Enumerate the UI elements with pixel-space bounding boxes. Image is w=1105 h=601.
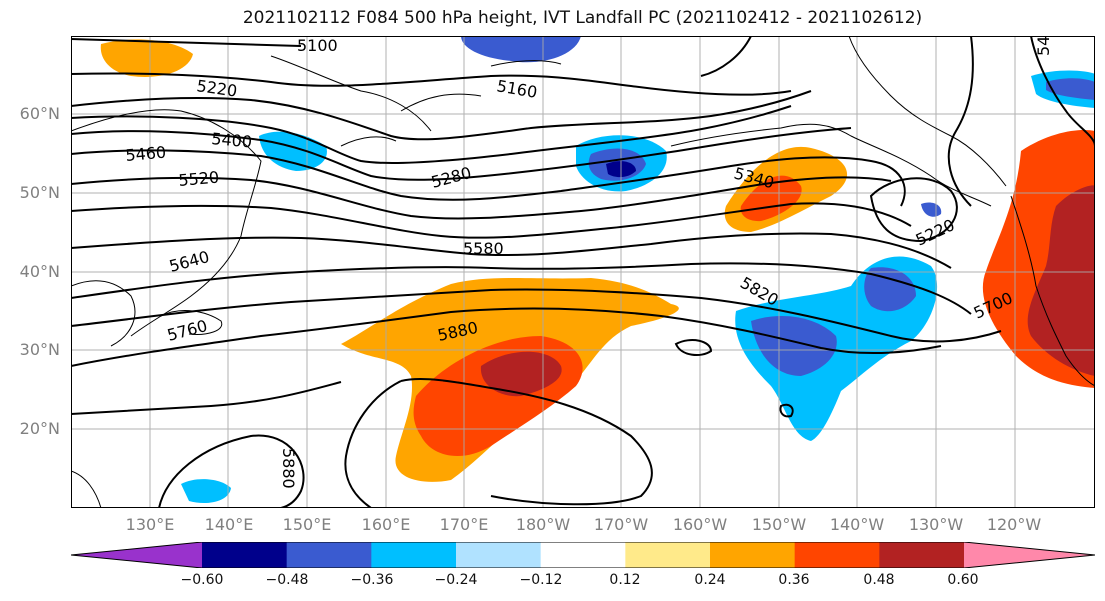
contour-label: 5520 — [178, 168, 220, 190]
colorbar-segment — [202, 542, 288, 568]
map-title: 2021102112 F084 500 hPa height, IVT Land… — [242, 8, 923, 28]
lat-label: 40°N — [19, 262, 60, 281]
lat-label: 50°N — [19, 183, 60, 202]
ne-negative-core — [1046, 78, 1095, 100]
contour-label: 5100 — [297, 36, 338, 55]
lon-label: 160°E — [361, 515, 411, 534]
lat-label: 60°N — [19, 104, 60, 123]
colorbar-tick: −0.24 — [434, 572, 478, 588]
okhotsk-negative — [259, 131, 327, 171]
gridlines — [71, 36, 1095, 508]
contour-label: 5400 — [211, 129, 253, 151]
colorbar-segment — [456, 542, 542, 568]
ivt-shading — [100, 36, 1095, 504]
lat-label: 30°N — [19, 340, 60, 359]
colorbar-tick: 0.24 — [694, 572, 726, 588]
colorbar-segment — [540, 542, 626, 568]
colorbar-extend-high — [964, 542, 1095, 568]
lon-label: 170°E — [439, 515, 489, 534]
map-panel: 5100 5160 5220 5400 5460 5520 5280 5340 … — [71, 36, 1095, 508]
lon-label: 130°E — [125, 515, 175, 534]
lon-label: 170°W — [593, 515, 649, 534]
contour-label: 5460 — [125, 143, 167, 165]
lon-label: 140°W — [829, 515, 885, 534]
contour-label: 5460 — [1034, 36, 1053, 56]
lon-label: 120°W — [986, 515, 1042, 534]
colorbar-tick: −0.60 — [180, 572, 224, 588]
lon-label: 150°W — [751, 515, 807, 534]
colorbar-segment — [286, 542, 372, 568]
top-negative — [461, 36, 581, 63]
negative-anomaly-east-core2 — [864, 267, 916, 312]
lat-label: 20°N — [19, 419, 60, 438]
lon-label: 130°W — [908, 515, 964, 534]
colorbar-segment — [794, 542, 880, 568]
height-contours — [71, 36, 1095, 508]
colorbar-tick: −0.12 — [519, 572, 563, 588]
colorbar-segment — [625, 542, 711, 568]
colorbar-tick: 0.48 — [863, 572, 895, 588]
colorbar-tick: 0.12 — [609, 572, 641, 588]
lon-label: 160°W — [672, 515, 728, 534]
colorbar-extend-low — [71, 542, 202, 568]
lon-label: 150°E — [282, 515, 332, 534]
colorbar-tick: 0.36 — [778, 572, 810, 588]
colorbar-segment — [371, 542, 457, 568]
colorbar-segment — [879, 542, 965, 568]
lon-label: 180°W — [515, 515, 571, 534]
sw-negative — [181, 479, 231, 504]
colorbar-segment — [710, 542, 796, 568]
contour-label: 5880 — [279, 448, 298, 489]
colorbar — [71, 542, 1095, 568]
positive-anomaly-max — [480, 351, 562, 397]
colorbar-tick: −0.36 — [350, 572, 394, 588]
lon-label: 140°E — [204, 515, 254, 534]
colorbar-tick: −0.48 — [265, 572, 309, 588]
west-coast-positive-max — [1027, 185, 1095, 376]
contour-label: 5580 — [463, 239, 504, 258]
negative-anomaly-east-core — [751, 316, 837, 376]
nw-positive — [100, 39, 193, 77]
colorbar-tick: 0.60 — [947, 572, 979, 588]
